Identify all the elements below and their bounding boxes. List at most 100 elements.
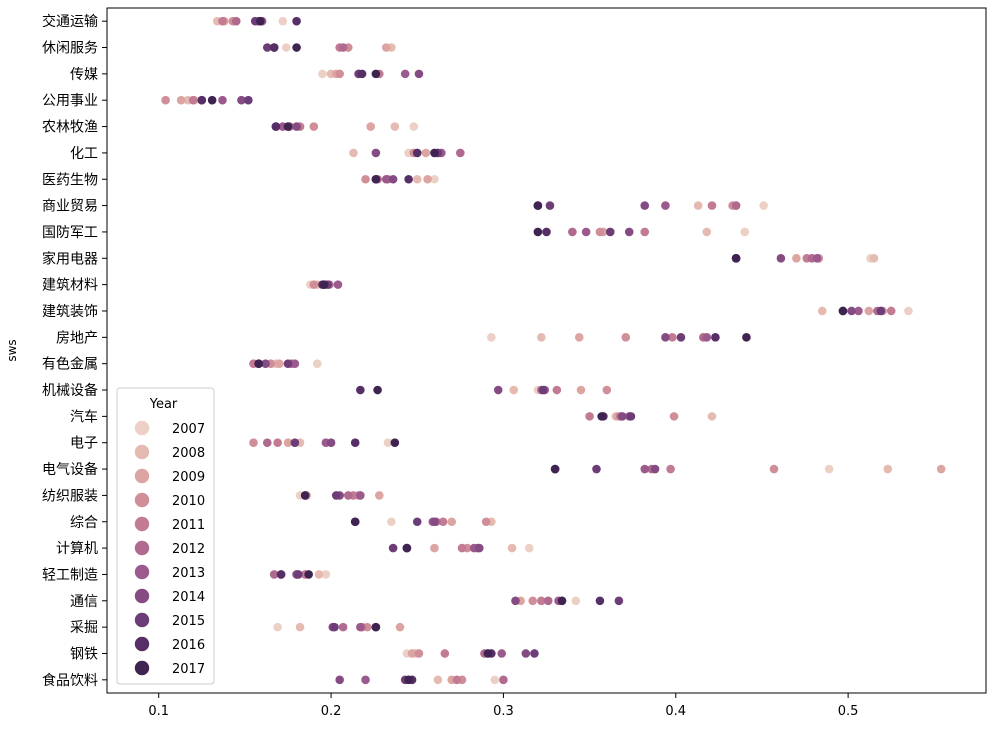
y-tick-label: 医药生物	[42, 172, 98, 188]
point-2007-4	[409, 122, 419, 131]
point-2017-18	[300, 491, 310, 500]
point-2013-13	[290, 359, 300, 368]
x-tick-label: 0.3	[493, 704, 514, 719]
point-2009-5	[421, 148, 431, 158]
point-2010-22	[528, 596, 538, 606]
point-2011-7	[707, 201, 717, 210]
point-2010-12	[621, 333, 631, 342]
point-2012-21	[269, 570, 279, 579]
point-2009-9	[792, 253, 801, 263]
point-2007-8	[740, 227, 750, 237]
legend-marker	[134, 588, 150, 604]
point-2017-7	[533, 201, 543, 210]
y-tick-label: 传媒	[70, 67, 98, 83]
point-2017-17	[550, 464, 560, 474]
point-2013-10	[333, 280, 343, 289]
point-2008-9	[869, 253, 879, 263]
point-2016-0	[292, 16, 301, 26]
point-2017-8	[533, 227, 543, 237]
point-2012-18	[343, 491, 353, 500]
point-2017-21	[304, 570, 313, 579]
point-2014-3	[237, 95, 246, 105]
y-tick-label: 机械设备	[42, 382, 98, 399]
point-2009-1	[381, 43, 391, 52]
point-2017-4	[283, 122, 293, 131]
point-2014-16	[326, 438, 336, 448]
point-2008-15	[707, 412, 717, 421]
point-2008-21	[314, 570, 324, 579]
y-tick-label: 轻工制造	[42, 567, 98, 583]
point-2017-20	[402, 543, 412, 553]
legend-label: 2013	[172, 566, 205, 581]
point-2013-12	[702, 333, 712, 342]
point-2016-4	[271, 122, 281, 131]
y-tick-label: 电子	[70, 436, 98, 452]
point-2007-0	[278, 16, 288, 26]
point-2009-23	[395, 622, 405, 632]
legend-items: 2007 2008 2009 2010 2011 2012 2013 2014 2015 2016…	[134, 420, 205, 677]
point-2013-2	[400, 69, 410, 79]
point-2015-24	[530, 649, 539, 658]
point-2014-19	[430, 517, 439, 527]
point-2011-3	[188, 95, 198, 105]
point-2016-6	[404, 174, 413, 184]
point-2014-9	[776, 253, 786, 263]
x-tick-label: 0.4	[665, 704, 686, 719]
point-2015-7	[545, 201, 555, 210]
point-2008-4	[390, 122, 400, 131]
point-2012-25	[499, 675, 508, 685]
y-axis: 交通运输休闲服务传媒公用事业农林牧渔化工医药生物商业贸易国防军工家用电器建筑材料…	[42, 13, 107, 689]
point-2015-11	[876, 306, 886, 316]
point-2010-24	[414, 649, 424, 658]
y-tick-label: 建筑材料	[42, 278, 98, 294]
point-2014-7	[640, 201, 650, 210]
point-2010-16	[249, 438, 258, 448]
point-2017-1	[292, 43, 301, 52]
legend-label: 2016	[172, 638, 205, 653]
y-tick-label: 化工	[70, 146, 98, 162]
legend-frame	[116, 387, 215, 685]
point-2012-8	[568, 227, 577, 237]
legend-marker	[134, 468, 150, 484]
point-2011-19	[438, 517, 448, 527]
point-2010-14	[602, 385, 612, 395]
point-2013-7	[661, 201, 670, 210]
point-2009-12	[574, 333, 584, 342]
legend-marker	[134, 564, 150, 580]
point-2013-3	[218, 95, 227, 105]
point-2009-4	[366, 122, 376, 131]
point-2011-12	[668, 333, 677, 342]
point-2015-19	[412, 517, 422, 527]
legend-label: 2007	[172, 422, 205, 437]
point-2014-24	[521, 649, 531, 658]
point-2010-6	[361, 174, 370, 184]
point-2008-17	[883, 464, 893, 474]
point-2013-6	[381, 174, 391, 184]
point-2010-10	[309, 280, 319, 289]
point-2007-7	[759, 201, 768, 210]
point-2017-2	[371, 69, 381, 79]
point-2015-20	[388, 543, 398, 553]
point-2011-0	[218, 16, 227, 26]
point-2007-13	[312, 359, 322, 368]
point-2012-23	[338, 622, 348, 632]
point-2010-8	[595, 227, 605, 237]
point-2015-21	[294, 570, 303, 579]
point-2008-23	[295, 622, 305, 632]
point-2017-22	[557, 596, 567, 606]
point-2012-16	[262, 438, 272, 448]
x-tick-label: 0.1	[148, 704, 169, 719]
x-axis: 0.1 0.2 0.3 0.4 0.5	[148, 693, 858, 719]
point-2017-6	[371, 174, 381, 184]
point-2010-4	[309, 122, 319, 131]
legend-marker	[134, 516, 150, 532]
point-2017-15	[597, 412, 606, 421]
point-2015-8	[605, 227, 615, 237]
legend-label: 2015	[172, 614, 205, 629]
y-tick-label: 休闲服务	[42, 41, 98, 57]
point-2014-14	[493, 385, 503, 395]
point-2017-12	[742, 333, 751, 342]
point-2009-19	[447, 517, 457, 527]
point-2009-6	[423, 174, 432, 184]
